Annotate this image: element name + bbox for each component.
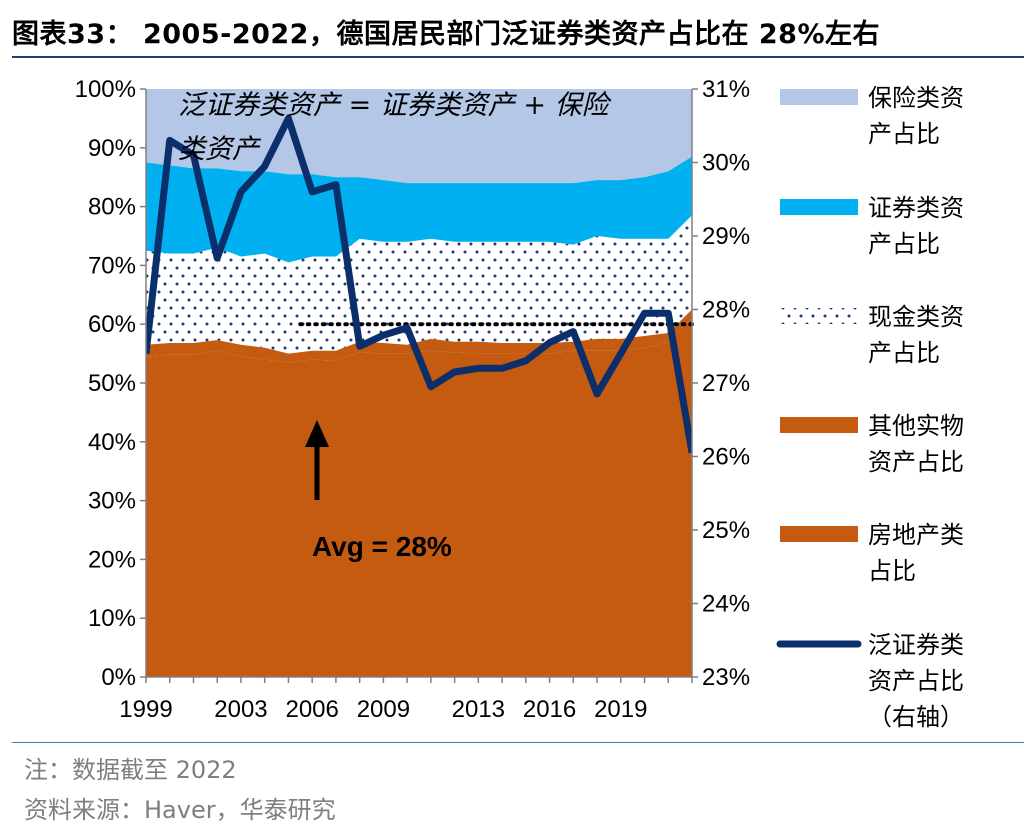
area-cash bbox=[146, 215, 692, 354]
legend-label: 产占比 bbox=[868, 339, 940, 367]
legend-label: 证券类资 bbox=[868, 194, 964, 222]
axes: 0% 10% 20% 30% 40% 50% 60% 70% 80% 90% 100% 23% 24% 2… bbox=[75, 76, 750, 723]
left-tick-label: 30% bbox=[88, 488, 136, 515]
x-tick-label: 2009 bbox=[357, 696, 410, 723]
left-tick-label: 10% bbox=[88, 605, 136, 632]
right-tick-label: 31% bbox=[702, 76, 750, 103]
legend-label: 资产占比 bbox=[868, 448, 964, 476]
legend-label: 产占比 bbox=[868, 120, 940, 148]
x-tick-label: 2006 bbox=[285, 696, 338, 723]
source-note: 资料来源：Haver，华泰研究 bbox=[24, 796, 336, 824]
right-tick-label: 26% bbox=[702, 444, 750, 471]
stacked-areas bbox=[146, 89, 692, 677]
x-tick-label: 2019 bbox=[594, 696, 647, 723]
chart-title: 图表33： 2005-2022，德国居民部门泛证券类资产占比在 28%左右 bbox=[12, 19, 880, 50]
left-tick-label: 70% bbox=[88, 252, 136, 279]
stacked-area-chart: 0% 10% 20% 30% 40% 50% 60% 70% 80% 90% 100% 23% 24% 2… bbox=[75, 76, 964, 731]
footer-divider bbox=[12, 742, 1024, 743]
area-other-real bbox=[146, 309, 692, 363]
legend-label: （右轴） bbox=[868, 703, 964, 731]
legend-swatch bbox=[780, 89, 858, 105]
right-tick-label: 25% bbox=[702, 517, 750, 544]
left-tick-label: 80% bbox=[88, 194, 136, 221]
legend-label: 现金类资 bbox=[868, 303, 964, 331]
legend-label: 其他实物 bbox=[868, 412, 964, 440]
formula-annotation-line1: 泛证券类资产 = 证券类资产 + 保险 bbox=[178, 90, 612, 121]
legend-swatch bbox=[780, 308, 858, 324]
left-tick-label: 60% bbox=[88, 311, 136, 338]
right-tick-label: 24% bbox=[702, 591, 750, 618]
left-tick-label: 20% bbox=[88, 546, 136, 573]
legend-swatch bbox=[780, 199, 858, 215]
legend-label: 泛证券类 bbox=[868, 631, 964, 659]
right-tick-label: 27% bbox=[702, 370, 750, 397]
left-tick-label: 90% bbox=[88, 135, 136, 162]
legend-label: 资产占比 bbox=[868, 667, 964, 695]
line-series-group bbox=[146, 114, 692, 454]
line-series bbox=[146, 114, 692, 454]
legend-label: 占比 bbox=[868, 557, 916, 585]
area-real-estate bbox=[146, 318, 692, 677]
legend-swatch bbox=[780, 417, 858, 433]
footnote: 注：数据截至 2022 bbox=[24, 756, 237, 784]
x-tick-label: 1999 bbox=[119, 696, 172, 723]
area-securities bbox=[146, 156, 692, 263]
right-tick-label: 29% bbox=[702, 223, 750, 250]
left-tick-label: 50% bbox=[88, 370, 136, 397]
right-tick-label: 23% bbox=[702, 664, 750, 691]
right-tick-label: 28% bbox=[702, 297, 750, 324]
legend-label: 保险类资 bbox=[868, 84, 964, 112]
left-tick-label: 100% bbox=[75, 76, 136, 103]
x-tick-label: 2003 bbox=[214, 696, 267, 723]
legend-swatch bbox=[780, 526, 858, 542]
left-tick-label: 0% bbox=[101, 664, 136, 691]
title-divider bbox=[12, 56, 1024, 58]
legend-label: 房地产类 bbox=[868, 521, 964, 549]
left-tick-label: 40% bbox=[88, 429, 136, 456]
x-tick-label: 2016 bbox=[523, 696, 576, 723]
formula-annotation-line2: 类资产 bbox=[178, 134, 262, 165]
arrow-head bbox=[305, 420, 329, 447]
area-insurance bbox=[146, 89, 692, 184]
x-tick-label: 2013 bbox=[452, 696, 505, 723]
avg-annotation: Avg = 28% bbox=[312, 531, 452, 562]
right-tick-label: 30% bbox=[702, 150, 750, 177]
legend: 保险类资产占比证券类资产占比现金类资产占比其他实物资产占比房地产类占比泛证券类资… bbox=[776, 84, 964, 731]
legend-label: 产占比 bbox=[868, 230, 940, 258]
